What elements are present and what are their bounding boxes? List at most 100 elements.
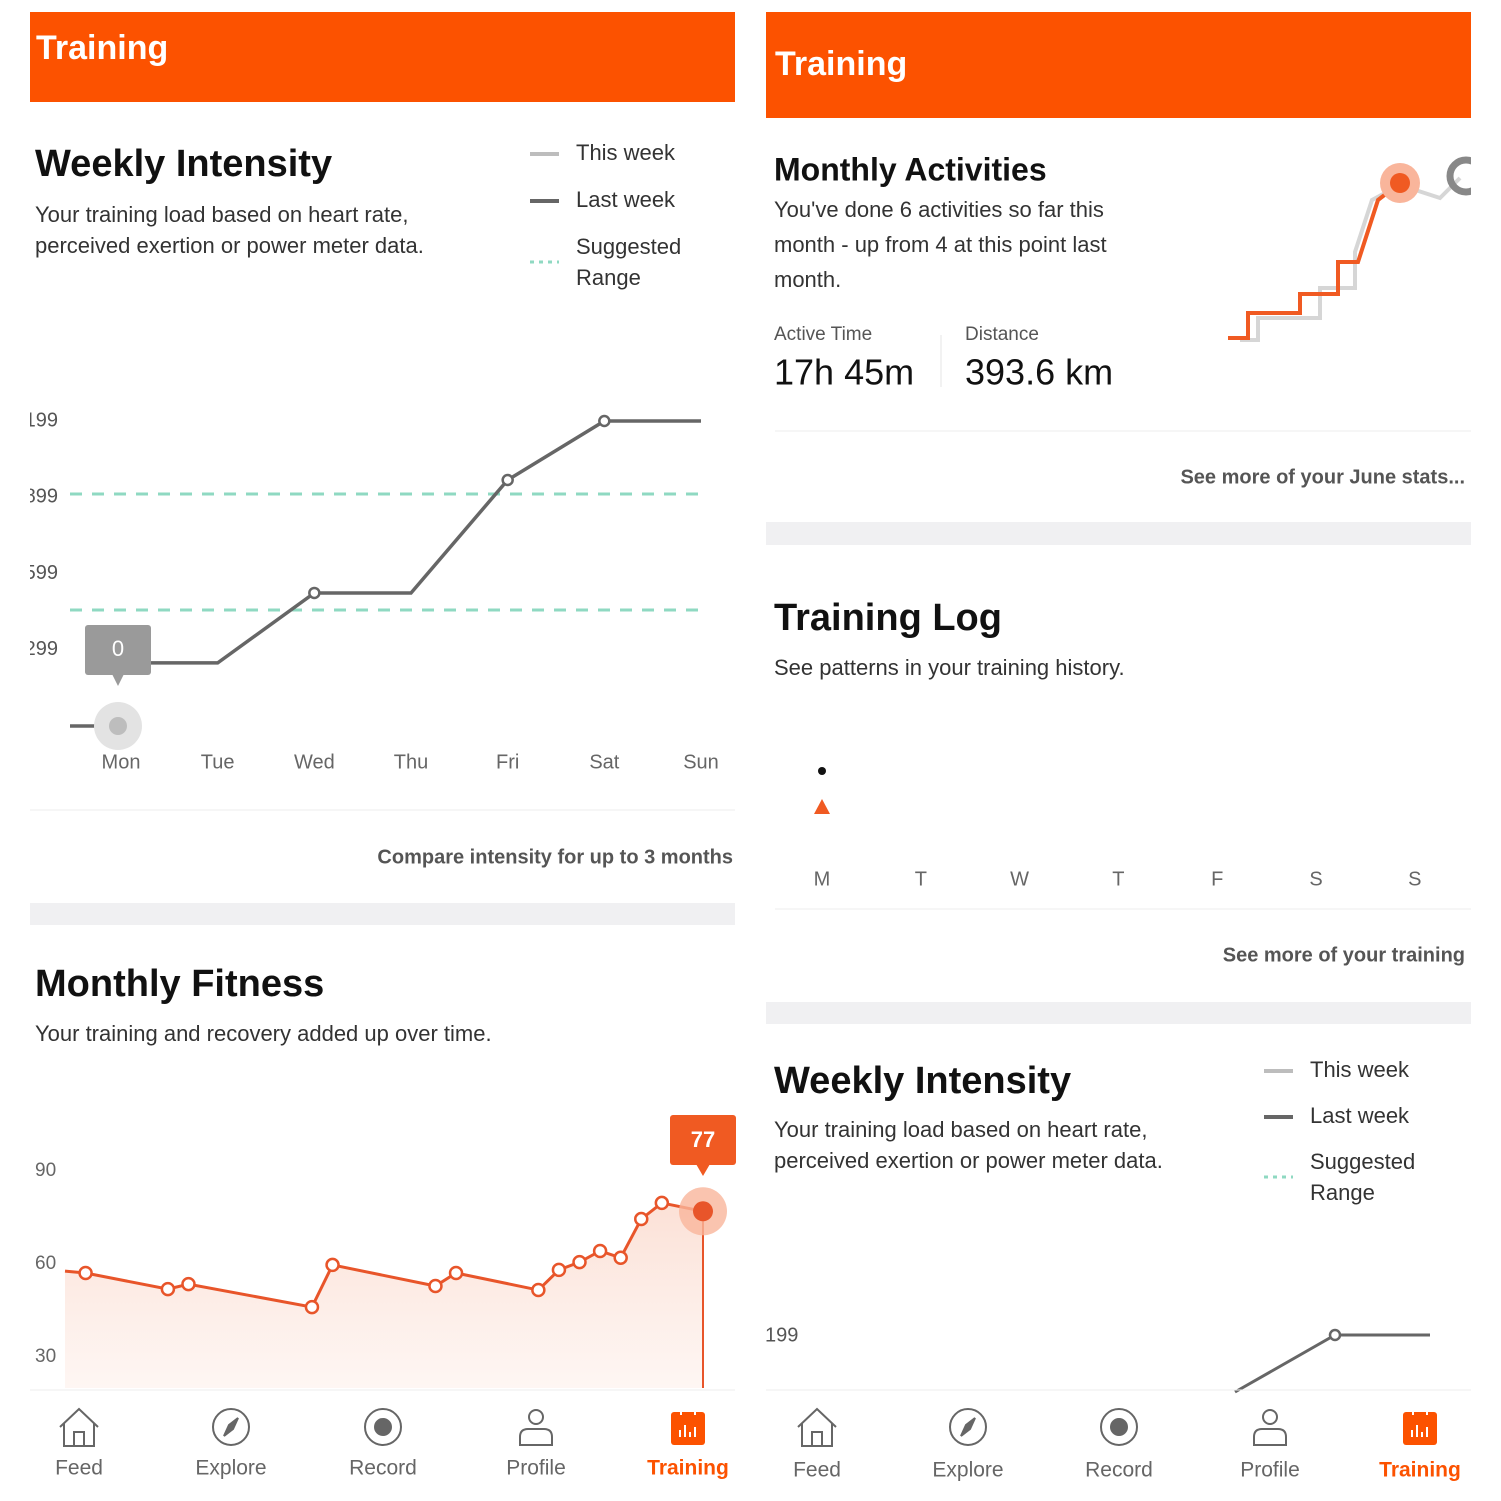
stat-label: Active Time: [774, 324, 872, 345]
link[interactable]: Compare intensity for up to 3 months: [377, 846, 733, 868]
point: [160, 1281, 176, 1297]
nav-label[interactable]: Feed: [55, 1457, 103, 1480]
nav-icon[interactable]: [671, 1407, 705, 1445]
x-tick-label: Mon: [102, 751, 141, 773]
icon-part: [519, 1428, 553, 1446]
legend-label: Last week: [1310, 1103, 1410, 1128]
area: [65, 1202, 703, 1388]
legend-label: Range: [576, 265, 641, 290]
header-title: Training: [775, 45, 907, 83]
section-title: Monthly Activities: [774, 151, 1047, 187]
nav-icon[interactable]: [949, 1408, 987, 1446]
nav-icon[interactable]: [364, 1408, 402, 1446]
section-title: Weekly Intensity: [774, 1060, 1071, 1102]
nav-label[interactable]: Explore: [195, 1457, 266, 1480]
icon-part: [949, 1408, 987, 1446]
stat-value: 17h 45m: [774, 352, 914, 393]
icon-part: [797, 1407, 837, 1447]
point: [325, 1257, 340, 1273]
legend-label: Suggested: [576, 234, 681, 259]
log-dot: [818, 767, 826, 775]
day-label: W: [1010, 868, 1029, 890]
line-last-week: [121, 419, 701, 665]
nav-label[interactable]: Record: [349, 1457, 417, 1480]
legend-label: This week: [576, 140, 676, 165]
mask: [1471, 150, 1501, 210]
icon-part: [1110, 1418, 1128, 1436]
nav-label[interactable]: Explore: [932, 1459, 1003, 1482]
nav-icon[interactable]: [519, 1409, 553, 1446]
tooltip-pointer: [696, 1164, 710, 1176]
section-description: Your training and recovery added up over…: [35, 1021, 492, 1046]
nav-icon[interactable]: [1100, 1408, 1138, 1446]
tooltip-label: 77: [691, 1127, 715, 1152]
nav-icon[interactable]: [59, 1407, 99, 1447]
link[interactable]: See more of your training: [1223, 944, 1465, 966]
section-separator: [30, 903, 735, 925]
x-tick-label: Thu: [394, 751, 428, 773]
point: [428, 1278, 443, 1294]
point-this-week: [109, 717, 127, 735]
section-description: month - up from 4 at this point last: [774, 232, 1107, 257]
link[interactable]: See more of your June stats...: [1180, 466, 1465, 488]
day-label: S: [1309, 868, 1322, 890]
x-tick-label: Tue: [201, 751, 235, 773]
tooltip: [85, 625, 151, 675]
nav-label[interactable]: Record: [1085, 1459, 1153, 1482]
sparkline-last-month: [1240, 176, 1462, 342]
nav-icon[interactable]: [1253, 1409, 1287, 1446]
icon-part: [1403, 1412, 1437, 1445]
stat-label: Distance: [965, 324, 1039, 345]
icon-part: [671, 1412, 705, 1445]
legend-label: This week: [1310, 1057, 1410, 1082]
y-axis: 299 599 899 1199: [25, 409, 58, 660]
legend-label: Suggested: [1310, 1149, 1415, 1174]
section-description: perceived exertion or power meter data.: [35, 233, 424, 258]
log-marker: [814, 799, 830, 814]
point: [304, 1299, 320, 1315]
nav-icon[interactable]: [1403, 1407, 1437, 1445]
section-description: See patterns in your training history.: [774, 655, 1125, 680]
legend-label: Range: [1310, 1180, 1375, 1205]
sparkline-marker: [1390, 173, 1410, 193]
nav-label[interactable]: Training: [647, 1457, 729, 1480]
icon-part: [1262, 1409, 1278, 1425]
point-last-week: [598, 414, 611, 428]
line: [64, 1201, 704, 1309]
point-last-week: [308, 586, 321, 600]
x-tick-label: Fri: [496, 751, 519, 773]
point: [654, 1195, 670, 1211]
section-separator: [766, 1002, 1471, 1024]
tooltip-label: 0: [112, 636, 124, 661]
icon-part: [528, 1409, 544, 1425]
icon-part: [364, 1408, 402, 1446]
tooltip-pointer: [112, 674, 124, 686]
y-tick-label: 90: [35, 1160, 56, 1181]
point: [592, 1243, 608, 1259]
icon-part: [59, 1407, 99, 1447]
y-tick-label: 60: [35, 1253, 56, 1274]
day-label: T: [1112, 868, 1124, 890]
point: [613, 1250, 628, 1266]
section-description: Your training load based on heart rate,: [774, 1117, 1147, 1142]
y-tick-label: 299: [25, 638, 58, 660]
nav-label[interactable]: Feed: [793, 1459, 841, 1482]
header-bar: [766, 12, 1471, 118]
y-tick-label: 599: [25, 562, 58, 584]
nav-label[interactable]: Training: [1379, 1459, 1461, 1482]
icon-part: [1100, 1408, 1138, 1446]
legend-label: Last week: [576, 187, 676, 212]
section-separator: [766, 522, 1471, 545]
icon-part: [212, 1408, 250, 1446]
x-tick-label: Sat: [589, 751, 619, 773]
nav-label[interactable]: Profile: [506, 1457, 566, 1480]
nav-icon[interactable]: [212, 1408, 250, 1446]
partial-point: [1328, 1328, 1342, 1342]
nav-label[interactable]: Profile: [1240, 1459, 1300, 1482]
section-description: Your training load based on heart rate,: [35, 202, 408, 227]
tooltip: [670, 1115, 736, 1165]
nav-icon[interactable]: [797, 1407, 837, 1447]
stat-value: 393.6 km: [965, 352, 1113, 393]
